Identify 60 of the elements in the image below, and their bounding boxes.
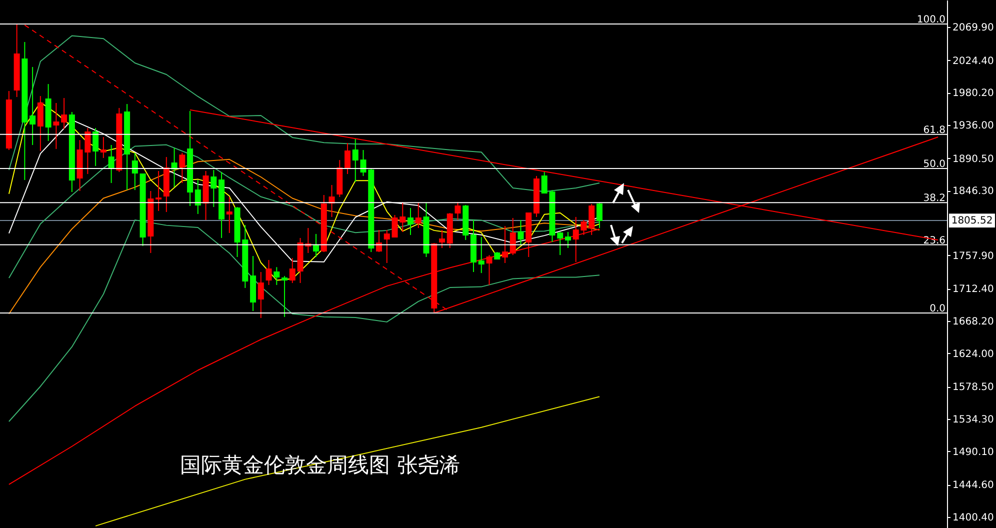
candlestick bbox=[132, 152, 138, 191]
line-series bbox=[8, 158, 600, 314]
y-tick-label: 2069.90 bbox=[952, 22, 994, 34]
candlestick bbox=[564, 231, 571, 249]
y-tick-label: 1936.00 bbox=[952, 120, 994, 132]
y2-tick-label: 50.0 bbox=[923, 159, 946, 170]
y-tick-label: 1444.60 bbox=[952, 480, 994, 492]
candlestick bbox=[274, 266, 280, 286]
y2-tick-label: 100.0 bbox=[916, 14, 946, 26]
y-tick-label: 1400.40 bbox=[952, 512, 994, 524]
candlestick bbox=[258, 272, 264, 318]
candlestick bbox=[226, 196, 232, 234]
candlestick bbox=[376, 230, 382, 253]
candlestick bbox=[478, 236, 484, 274]
y-tick-label: 1980.20 bbox=[952, 88, 994, 100]
y-tick-label: 1534.30 bbox=[952, 414, 994, 426]
candlestick bbox=[92, 128, 99, 167]
candlestick bbox=[344, 142, 351, 174]
line-series bbox=[8, 35, 600, 192]
candlestick bbox=[108, 144, 114, 184]
y2-tick-label: 38.2 bbox=[923, 193, 946, 204]
y-tick-label: 1890.50 bbox=[952, 154, 994, 165]
y-tick-label: 1846.30 bbox=[952, 186, 994, 198]
line-series bbox=[8, 144, 600, 279]
candlestick bbox=[61, 98, 68, 130]
candlestick bbox=[439, 230, 446, 249]
candlestick bbox=[156, 170, 162, 212]
y2-tick-label: 23.6 bbox=[923, 235, 946, 246]
y-tick-label: 1490.10 bbox=[952, 446, 994, 458]
candlestick bbox=[557, 231, 564, 256]
candlestick bbox=[454, 201, 461, 220]
y-tick-label: 2024.40 bbox=[952, 56, 994, 67]
y-tick-label: 1624.00 bbox=[952, 348, 994, 360]
y2-tick-label: 0.0 bbox=[930, 304, 946, 315]
y-tick-label: 1757.90 bbox=[952, 250, 994, 262]
ref-line-label: 1805.52 bbox=[951, 216, 993, 227]
y-tick-label: 1668.20 bbox=[952, 316, 994, 328]
candlestick bbox=[415, 202, 422, 229]
candlestick bbox=[289, 258, 296, 284]
candlestick bbox=[518, 219, 524, 246]
candlestick bbox=[266, 260, 272, 286]
candlestick bbox=[37, 96, 44, 152]
candlestick bbox=[194, 180, 201, 214]
line-series bbox=[8, 219, 600, 422]
candlestick bbox=[408, 208, 414, 236]
candlestick bbox=[596, 202, 602, 229]
candlestick bbox=[53, 102, 60, 150]
line-series bbox=[8, 102, 600, 281]
candlestick bbox=[384, 230, 390, 264]
y2-tick-label: 61.8 bbox=[923, 124, 946, 136]
line-series bbox=[95, 396, 600, 526]
candlestick bbox=[282, 275, 288, 318]
candlestick bbox=[210, 169, 217, 208]
y-tick-label: 1578.50 bbox=[952, 382, 994, 394]
candlestick bbox=[352, 138, 358, 182]
candlestick bbox=[486, 254, 492, 286]
y-tick-label: 1712.40 bbox=[952, 284, 994, 296]
candlestick bbox=[30, 66, 36, 146]
candlestick bbox=[179, 152, 186, 184]
candlestick bbox=[100, 136, 106, 158]
